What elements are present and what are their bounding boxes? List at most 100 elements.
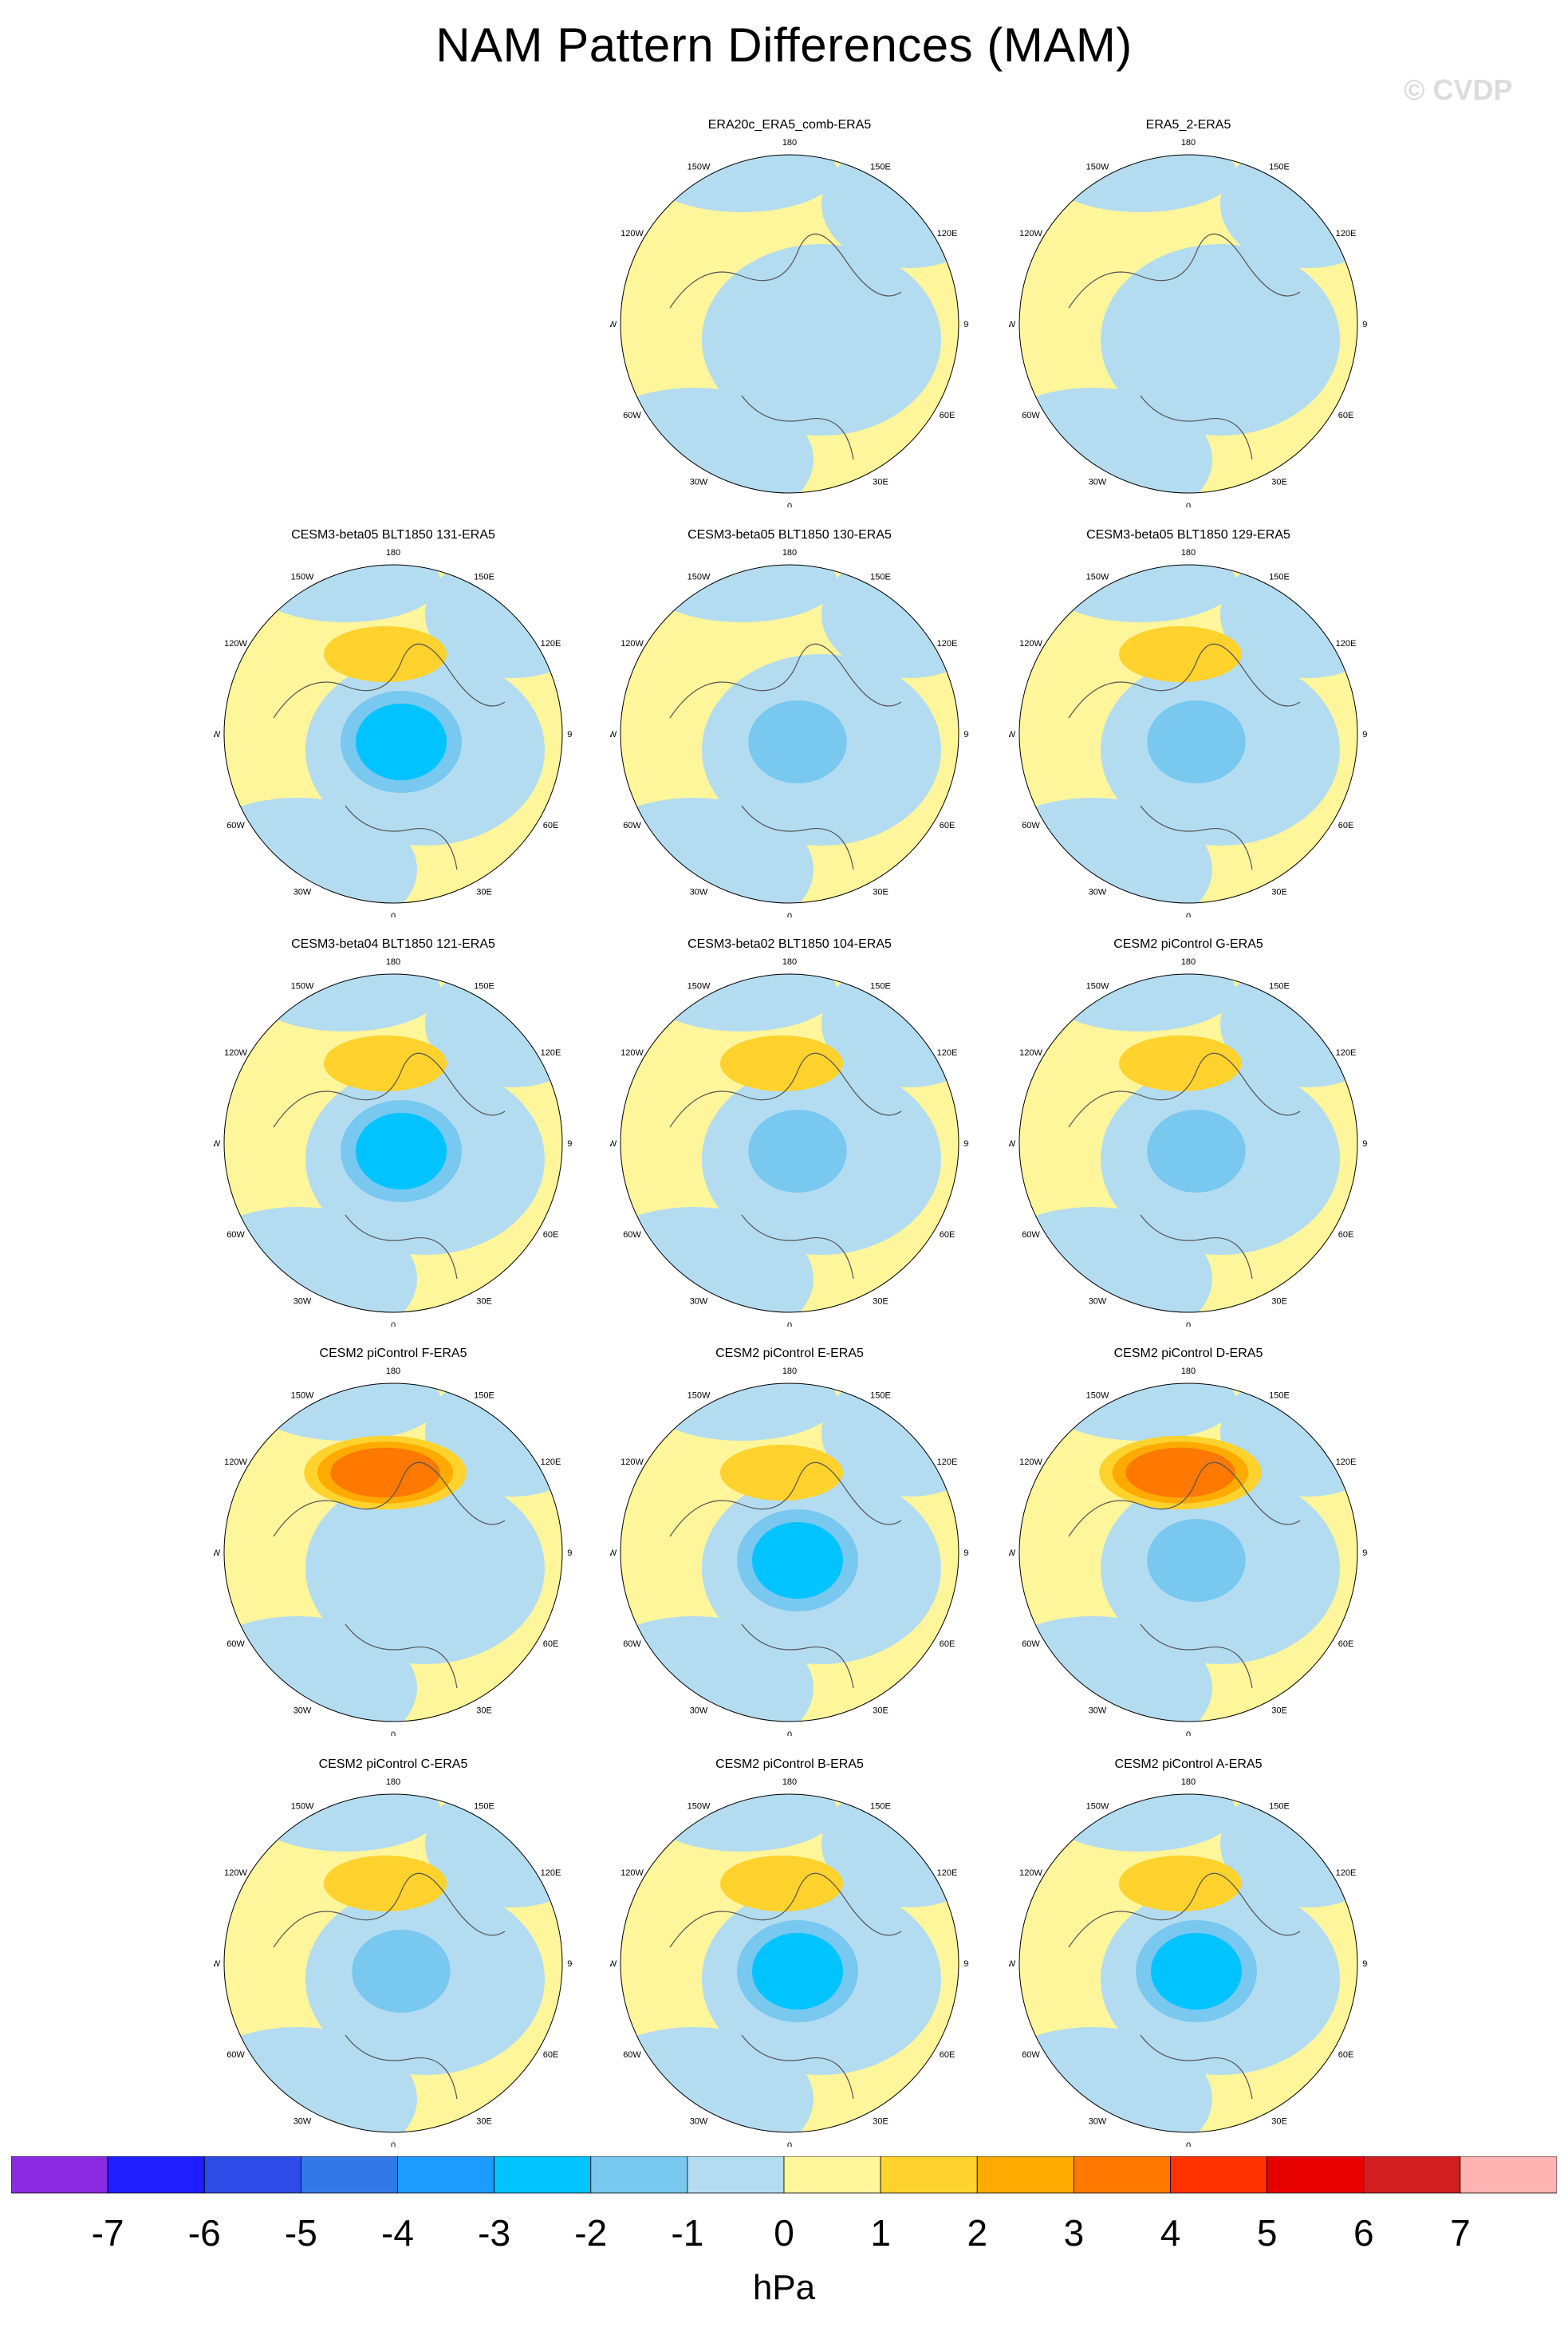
longitude-label: 90W (1009, 1139, 1016, 1149)
map-border (620, 154, 959, 494)
longitude-label: 120W (621, 639, 644, 649)
coastline (1068, 233, 1301, 460)
longitude-label: 90E (567, 1959, 573, 1969)
map-border (620, 1793, 959, 2133)
negative-center (1147, 1519, 1246, 1602)
longitude-label: 120W (1019, 1868, 1042, 1878)
colorbar-swatch (397, 2156, 494, 2194)
panel-title: CESM3-beta05 BLT1850 130-ERA5 (687, 528, 892, 542)
longitude-label: 120E (1336, 1868, 1357, 1878)
map-panel: CESM3-beta05 BLT1850 131-ERA5 180 150E 120E… (214, 528, 573, 927)
polar-map: 180 150E 120E 90E 60E 30E 0 30W 60W 90W 120W 150W (1009, 1777, 1368, 2147)
map-border (1018, 1382, 1358, 1722)
longitude-label: 30E (873, 1706, 888, 1716)
positive-center (720, 1035, 843, 1091)
longitude-label: 60W (227, 1639, 245, 1649)
longitude-label: 30E (873, 1297, 888, 1307)
colorbar-swatch (1363, 2156, 1461, 2194)
longitude-label: 150W (291, 1802, 314, 1812)
map-panel: CESM3-beta05 BLT1850 130-ERA5 180 150E 120E… (610, 528, 969, 927)
longitude-label: 60W (1022, 411, 1040, 420)
longitude-label: 180 (782, 1367, 797, 1376)
negative-region (1045, 1383, 1236, 1441)
longitude-label: 120W (621, 1457, 644, 1467)
map-panel: ERA20c_ERA5_comb-ERA5 180 150E 120E 90E 60E 30… (610, 118, 969, 517)
longitude-label: 30E (1271, 1706, 1287, 1716)
coastline (669, 1052, 902, 1280)
positive-center (1119, 1035, 1242, 1091)
longitude-label: 120E (937, 1457, 958, 1467)
longitude-label: 150W (687, 573, 711, 582)
map-panel: CESM2 piControl C-ERA5 180 150E 120E 90E 60E 3… (214, 1757, 573, 2156)
panel-title: ERA20c_ERA5_comb-ERA5 (707, 118, 872, 132)
longitude-label: 180 (782, 1777, 797, 1787)
longitude-label: 180 (386, 1367, 400, 1376)
map-panel: CESM3-beta04 BLT1850 121-ERA5 180 150E 120E… (214, 937, 573, 1336)
colorbar-tick-label: -5 (284, 2212, 317, 2254)
contour-field (224, 1794, 562, 2132)
colorbar-tick-label: -1 (671, 2212, 704, 2254)
panel-title: CESM3-beta02 BLT1850 104-ERA5 (687, 937, 892, 951)
negative-region (702, 244, 941, 436)
longitude-label: 90E (963, 730, 969, 740)
longitude-label: 180 (1181, 957, 1196, 967)
longitude-label: 30W (690, 888, 708, 897)
longitude-label: 90W (214, 1139, 221, 1149)
longitude-label: 90W (1009, 1548, 1016, 1558)
map-panel: CESM3-beta02 BLT1850 104-ERA5 180 150E 120E… (610, 937, 969, 1336)
colorbar-swatch (880, 2156, 978, 2194)
contour-field (621, 974, 959, 1312)
longitude-label: 0 (787, 502, 792, 507)
colorbar-swatch (107, 2156, 205, 2194)
negative-center (352, 1930, 451, 2013)
panel-title: ERA5_2-ERA5 (1145, 118, 1231, 132)
map-border (620, 1382, 959, 1722)
colorbar-swatch (976, 2156, 1074, 2194)
longitude-label: 180 (386, 548, 400, 558)
longitude-label: 90W (1009, 730, 1016, 740)
panel-title: CESM2 piControl A-ERA5 (1114, 1757, 1263, 1771)
longitude-label: 120W (224, 1457, 247, 1467)
contour-field (621, 155, 959, 493)
longitude-label: 60W (1022, 1639, 1040, 1649)
negative-center (752, 1522, 843, 1599)
colorbar-tick-label: 0 (774, 2212, 794, 2254)
longitude-label: 180 (386, 957, 400, 967)
longitude-label: 60E (543, 821, 559, 830)
longitude-label: 150E (870, 1802, 891, 1812)
polar-map: 180 150E 120E 90E 60E 30E 0 30W 60W 90W 120W 150W (1009, 957, 1368, 1327)
longitude-label: 90E (567, 1548, 573, 1558)
longitude-label: 180 (782, 138, 797, 148)
coastline (273, 643, 506, 870)
colorbar-swatch (11, 2156, 108, 2194)
longitude-label: 60E (1338, 2050, 1354, 2060)
longitude-label: 90E (1362, 320, 1368, 329)
panel-title: CESM2 piControl D-ERA5 (1113, 1347, 1263, 1360)
longitude-label: 0 (787, 1730, 792, 1736)
longitude-label: 30W (690, 1706, 708, 1716)
polar-map: 180 150E 120E 90E 60E 30E 0 30W 60W 90W 120W 150W (610, 1367, 969, 1736)
negative-center (752, 1933, 843, 2010)
longitude-label: 120W (1019, 1457, 1042, 1467)
longitude-label: 30E (476, 2117, 492, 2127)
longitude-label: 150W (1086, 163, 1109, 172)
longitude-label: 150W (1086, 1802, 1109, 1812)
longitude-label: 120W (224, 1868, 247, 1878)
map-panel: CESM2 piControl G-ERA5 180 150E 120E 90E 60E 3… (1009, 937, 1368, 1336)
negative-center (1151, 1933, 1242, 2010)
coastline (1068, 643, 1301, 870)
colorbar-swatch (494, 2156, 592, 2194)
contour-field (224, 565, 562, 903)
coastline (669, 233, 902, 460)
panel-title: CESM3-beta05 BLT1850 129-ERA5 (1086, 528, 1290, 542)
longitude-label: 90W (214, 730, 221, 740)
longitude-label: 30W (294, 2117, 312, 2127)
coastline (669, 1872, 902, 2100)
contour-field (224, 974, 562, 1312)
watermark: © CVDP (1404, 73, 1513, 106)
longitude-label: 30W (1089, 888, 1107, 897)
longitude-label: 150W (687, 1391, 711, 1401)
longitude-label: 60W (623, 821, 641, 830)
negative-region (250, 1383, 441, 1441)
colorbar-tick-label: 3 (1063, 2212, 1085, 2254)
